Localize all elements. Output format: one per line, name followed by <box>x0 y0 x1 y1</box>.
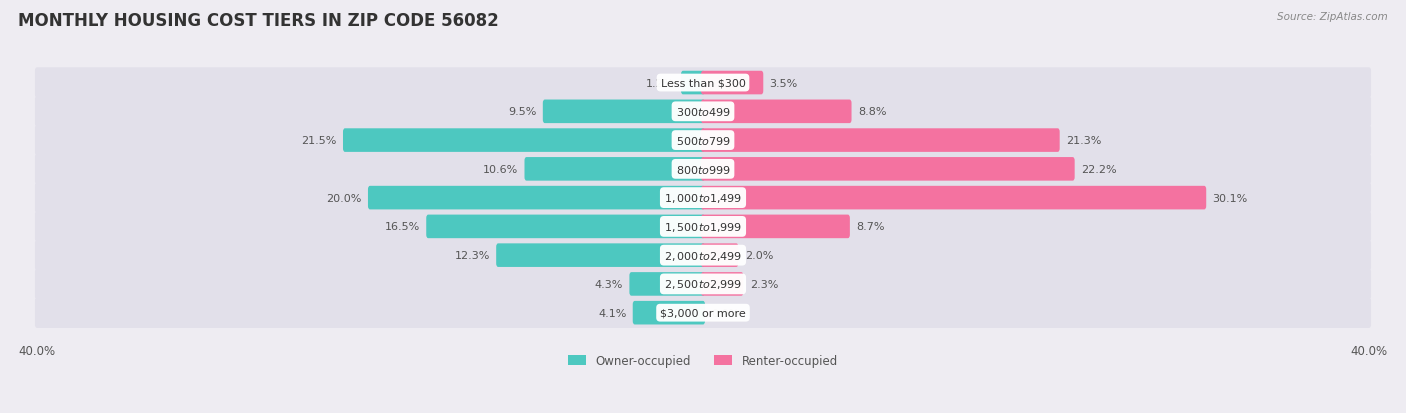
FancyBboxPatch shape <box>702 71 763 95</box>
Text: 2.3%: 2.3% <box>749 279 778 289</box>
Text: $1,000 to $1,499: $1,000 to $1,499 <box>664 192 742 204</box>
Text: 4.1%: 4.1% <box>598 308 627 318</box>
FancyBboxPatch shape <box>35 183 1371 214</box>
Text: 10.6%: 10.6% <box>482 164 519 174</box>
Text: 8.7%: 8.7% <box>856 222 884 232</box>
Legend: Owner-occupied, Renter-occupied: Owner-occupied, Renter-occupied <box>564 349 842 372</box>
Text: 4.3%: 4.3% <box>595 279 623 289</box>
Text: 2.0%: 2.0% <box>745 251 773 261</box>
FancyBboxPatch shape <box>702 100 852 124</box>
FancyBboxPatch shape <box>496 244 704 267</box>
FancyBboxPatch shape <box>426 215 704 239</box>
Text: $300 to $499: $300 to $499 <box>675 106 731 118</box>
Text: Source: ZipAtlas.com: Source: ZipAtlas.com <box>1277 12 1388 22</box>
Text: $2,000 to $2,499: $2,000 to $2,499 <box>664 249 742 262</box>
FancyBboxPatch shape <box>35 240 1371 271</box>
FancyBboxPatch shape <box>702 186 1206 210</box>
Text: 22.2%: 22.2% <box>1081 164 1116 174</box>
Text: MONTHLY HOUSING COST TIERS IN ZIP CODE 56082: MONTHLY HOUSING COST TIERS IN ZIP CODE 5… <box>18 12 499 30</box>
FancyBboxPatch shape <box>35 126 1371 156</box>
Text: 21.5%: 21.5% <box>301 136 336 146</box>
Text: 12.3%: 12.3% <box>454 251 489 261</box>
Text: $800 to $999: $800 to $999 <box>675 164 731 176</box>
Text: 9.5%: 9.5% <box>508 107 537 117</box>
FancyBboxPatch shape <box>702 273 744 296</box>
FancyBboxPatch shape <box>633 301 704 325</box>
FancyBboxPatch shape <box>35 154 1371 185</box>
Text: Less than $300: Less than $300 <box>661 78 745 88</box>
FancyBboxPatch shape <box>35 68 1371 99</box>
Text: 16.5%: 16.5% <box>385 222 420 232</box>
Text: 21.3%: 21.3% <box>1066 136 1101 146</box>
FancyBboxPatch shape <box>702 158 1074 181</box>
FancyBboxPatch shape <box>35 269 1371 299</box>
FancyBboxPatch shape <box>35 298 1371 328</box>
Text: 1.2%: 1.2% <box>647 78 675 88</box>
FancyBboxPatch shape <box>543 100 704 124</box>
FancyBboxPatch shape <box>35 97 1371 127</box>
Text: 30.1%: 30.1% <box>1212 193 1247 203</box>
Text: $500 to $799: $500 to $799 <box>675 135 731 147</box>
Text: $1,500 to $1,999: $1,500 to $1,999 <box>664 221 742 233</box>
FancyBboxPatch shape <box>681 71 704 95</box>
FancyBboxPatch shape <box>702 129 1060 152</box>
Text: 20.0%: 20.0% <box>326 193 361 203</box>
Text: $3,000 or more: $3,000 or more <box>661 308 745 318</box>
FancyBboxPatch shape <box>35 211 1371 242</box>
FancyBboxPatch shape <box>630 273 704 296</box>
FancyBboxPatch shape <box>368 186 704 210</box>
Text: 3.5%: 3.5% <box>769 78 797 88</box>
Text: 8.8%: 8.8% <box>858 107 886 117</box>
Text: 0.0%: 0.0% <box>711 308 740 318</box>
FancyBboxPatch shape <box>702 244 738 267</box>
FancyBboxPatch shape <box>702 215 849 239</box>
FancyBboxPatch shape <box>524 158 704 181</box>
FancyBboxPatch shape <box>343 129 704 152</box>
Text: $2,500 to $2,999: $2,500 to $2,999 <box>664 278 742 291</box>
